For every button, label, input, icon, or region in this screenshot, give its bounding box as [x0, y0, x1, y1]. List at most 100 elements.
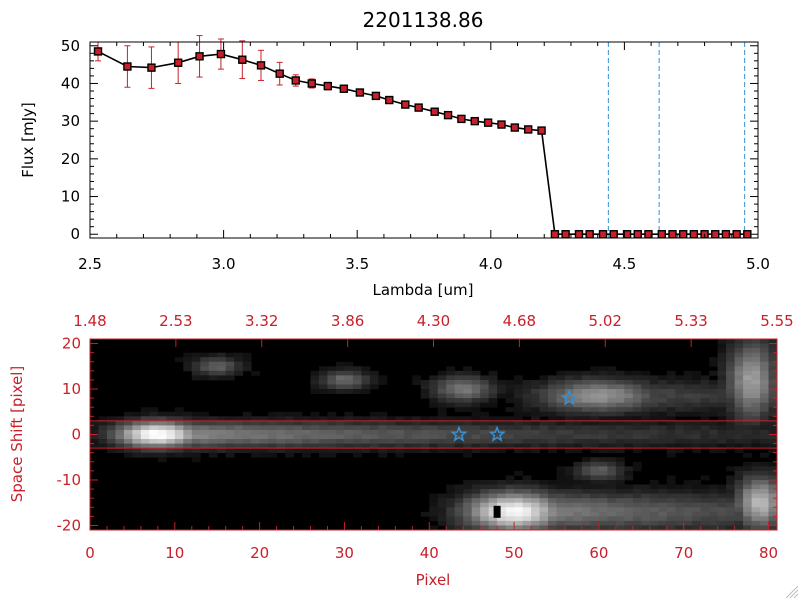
image-pixel: [437, 511, 447, 517]
image-pixel: [132, 434, 142, 440]
image-pixel: [446, 443, 456, 449]
image-pixel: [700, 439, 710, 444]
image-pixel: [115, 425, 125, 431]
image-pixel: [437, 498, 447, 504]
image-pixel: [548, 479, 557, 485]
image-pixel: [251, 452, 261, 458]
image-pixel: [166, 416, 176, 422]
image-pixel: [709, 411, 719, 417]
image-pixel: [632, 484, 642, 490]
image-pixel: [717, 343, 727, 349]
image-pixel: [743, 379, 752, 385]
image-pixel: [760, 402, 769, 408]
image-pixel: [539, 443, 549, 449]
image-pixel: [590, 375, 600, 381]
image-pixel: [700, 484, 710, 490]
image-pixel: [768, 379, 778, 385]
image-pixel: [760, 425, 769, 431]
image-pixel: [743, 516, 752, 522]
image-pixel: [641, 516, 651, 522]
image-pixel: [581, 493, 591, 499]
image-pixel: [598, 498, 608, 504]
image-pixel: [446, 448, 456, 454]
image-pixel: [191, 448, 201, 454]
image-pixel: [658, 411, 668, 417]
data-point: [443, 110, 453, 120]
resize-grip-icon[interactable]: [785, 585, 799, 599]
image-pixel: [590, 457, 600, 463]
image-pixel: [471, 507, 481, 513]
image-pixel: [590, 511, 600, 517]
image-pixel: [149, 439, 159, 444]
image-pixel: [471, 434, 481, 440]
image-pixel: [183, 361, 193, 367]
image-pixel: [760, 384, 769, 390]
image-pixel: [692, 479, 702, 485]
image-pixel: [590, 393, 600, 399]
image-pixel: [217, 448, 227, 454]
image-pixel: [463, 375, 473, 381]
data-point: [371, 91, 381, 101]
image-pixel: [581, 384, 591, 390]
image-pixel: [751, 370, 761, 376]
image-pixel: [191, 357, 201, 363]
image-pixel: [437, 507, 447, 513]
image-pixel: [463, 366, 473, 372]
image-pixel: [683, 393, 693, 399]
image-pixel: [437, 402, 447, 408]
image-pixel: [132, 443, 142, 449]
image-pixel: [548, 498, 557, 504]
image-pixel: [692, 511, 702, 517]
image-pixel: [624, 520, 634, 526]
image-pixel: [149, 425, 159, 431]
image-pixel: [768, 516, 778, 522]
data-point: [743, 230, 752, 239]
image-pixel: [123, 411, 133, 417]
image-pixel: [666, 452, 676, 458]
image-pixel: [157, 439, 167, 444]
image-pixel: [615, 434, 625, 440]
image-pixel: [751, 479, 761, 485]
image-pixel: [700, 398, 710, 404]
image-pixel: [615, 402, 625, 408]
image-pixel: [276, 420, 286, 426]
image-pixel: [420, 429, 430, 435]
image-pixel: [615, 461, 625, 467]
image-pixel: [446, 520, 456, 526]
image-pixel: [463, 370, 473, 376]
x-tick-label: 60: [589, 544, 608, 562]
image-pixel: [140, 429, 150, 435]
image-pixel: [726, 379, 735, 385]
image-pixel: [310, 420, 320, 426]
image-pixel: [225, 434, 235, 440]
image-pixel: [641, 402, 651, 408]
image-pixel: [140, 411, 150, 417]
image-pixel: [505, 475, 515, 481]
image-pixel: [641, 520, 651, 526]
data-point: [173, 58, 183, 67]
image-pixel: [548, 493, 557, 499]
x-tick-label: 70: [674, 544, 693, 562]
image-pixel: [191, 411, 201, 417]
image-pixel: [471, 402, 481, 408]
image-pixel: [234, 420, 244, 426]
image-pixel: [726, 439, 735, 444]
image-pixel: [319, 420, 328, 426]
image-pixel: [717, 339, 727, 344]
image-pixel: [649, 502, 659, 508]
image-pixel: [149, 416, 159, 422]
image-pixel: [251, 429, 261, 435]
image-pixel: [726, 384, 735, 390]
image-pixel: [692, 393, 702, 399]
image-pixel: [573, 370, 583, 376]
image-pixel: [429, 425, 439, 431]
image-pixel: [556, 375, 566, 381]
image-pixel: [488, 370, 498, 376]
image-pixel: [734, 525, 744, 531]
image-pixel: [302, 416, 311, 422]
image-pixel: [505, 384, 515, 390]
image-pixel: [183, 416, 193, 422]
image-pixel: [564, 511, 574, 517]
image-pixel: [497, 379, 506, 385]
image-pixel: [259, 425, 269, 431]
